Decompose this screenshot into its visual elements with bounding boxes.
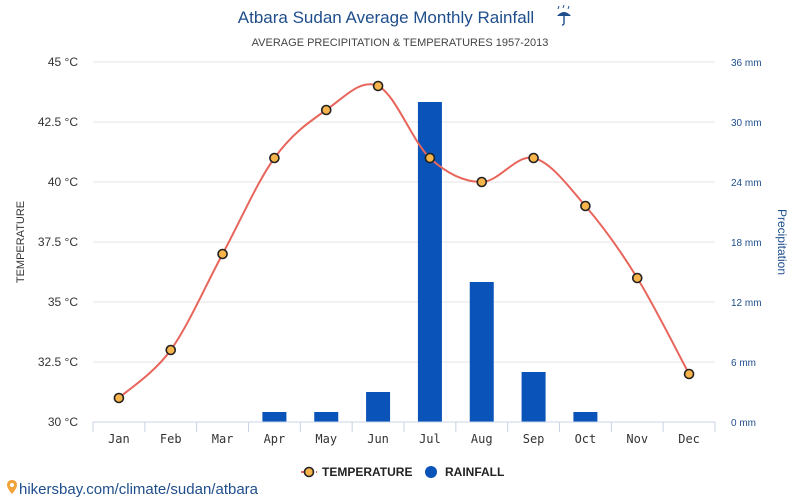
rainfall-bar[interactable] <box>521 372 546 422</box>
chart-title: Atbara Sudan Average Monthly Rainfall <box>238 8 534 27</box>
temperature-point[interactable] <box>631 272 643 284</box>
temperature-point[interactable] <box>320 104 332 116</box>
temperature-point[interactable] <box>476 176 488 188</box>
y-right-tick-label: 12 mm <box>731 298 762 309</box>
temperature-point[interactable] <box>217 248 228 260</box>
y-left-tick-label: 45 °C <box>48 55 78 69</box>
y-right-tick-label: 6 mm <box>731 358 756 369</box>
temperature-point[interactable] <box>372 80 384 92</box>
rainfall-bar[interactable] <box>417 102 442 422</box>
x-tick-label: Aug <box>471 432 493 446</box>
legend-rainfall-label: RAINFALL <box>445 465 504 479</box>
legend-temperature-marker <box>303 466 315 478</box>
temperature-point[interactable] <box>528 152 539 164</box>
x-tick-label: Jan <box>108 432 130 446</box>
x-tick-label: Jun <box>367 432 389 446</box>
x-tick-label: May <box>315 432 337 446</box>
axes: 30 °C 0 mm 32.5 °C 6 mm 35 °C 12 mm 37.5 °C 18 … <box>38 55 762 446</box>
legend-temperature-label: TEMPERATURE <box>322 465 412 479</box>
legend-temperature-item[interactable]: TEMPERATURE <box>301 465 412 479</box>
umbrella-rain-icon <box>557 4 571 26</box>
x-tick-label: Feb <box>160 432 182 446</box>
rainfall-bar[interactable] <box>469 282 494 422</box>
footer-url: hikersbay.com/climate/sudan/atbara <box>19 481 259 498</box>
y-right-axis-label: Precipitation <box>775 209 789 275</box>
x-tick-label: Oct <box>575 432 597 446</box>
y-left-tick-label: 42.5 °C <box>38 115 78 129</box>
y-right-tick-label: 18 mm <box>731 238 762 249</box>
x-tick-label: Mar <box>212 432 234 446</box>
temperature-point[interactable] <box>113 392 125 404</box>
x-tick-label: Nov <box>626 432 648 446</box>
x-tick-label: Sep <box>523 432 545 446</box>
location-pin-icon <box>7 480 17 494</box>
y-left-tick-label: 37.5 °C <box>38 235 78 249</box>
footer-link[interactable]: hikersbay.com/climate/sudan/atbara <box>7 480 259 498</box>
y-left-tick-label: 32.5 °C <box>38 355 78 369</box>
y-right-tick-label: 0 mm <box>731 418 756 429</box>
temperature-line <box>118 83 690 399</box>
temperature-point[interactable] <box>424 152 436 164</box>
legend-rainfall-marker <box>425 466 437 478</box>
chart-subtitle: AVERAGE PRECIPITATION & TEMPERATURES 195… <box>252 37 549 49</box>
legend: TEMPERATURE RAINFALL <box>301 465 504 479</box>
y-left-axis-label: TEMPERATURE <box>15 201 27 283</box>
rainfall-bar[interactable] <box>573 412 598 422</box>
y-left-tick-label: 40 °C <box>48 175 78 189</box>
temperature-point[interactable] <box>683 368 695 380</box>
rainfall-bar[interactable] <box>314 412 339 422</box>
y-left-tick-label: 30 °C <box>48 415 78 429</box>
grid <box>93 61 715 363</box>
temperature-point[interactable] <box>580 200 591 212</box>
x-tick-label: Jul <box>419 432 441 446</box>
y-right-tick-label: 30 mm <box>731 118 762 129</box>
y-left-tick-label: 35 °C <box>48 295 78 309</box>
legend-rainfall-item[interactable]: RAINFALL <box>425 465 504 479</box>
temperature-series <box>113 80 695 404</box>
rainfall-bar[interactable] <box>262 412 287 422</box>
x-tick-label: Dec <box>678 432 700 446</box>
rainfall-bar[interactable] <box>366 392 391 422</box>
y-right-tick-label: 24 mm <box>731 178 762 189</box>
temperature-point[interactable] <box>269 152 280 164</box>
x-tick-label: Apr <box>264 432 286 446</box>
temperature-point[interactable] <box>165 344 177 356</box>
y-right-tick-label: 36 mm <box>731 58 762 69</box>
rainfall-bars <box>262 102 598 422</box>
